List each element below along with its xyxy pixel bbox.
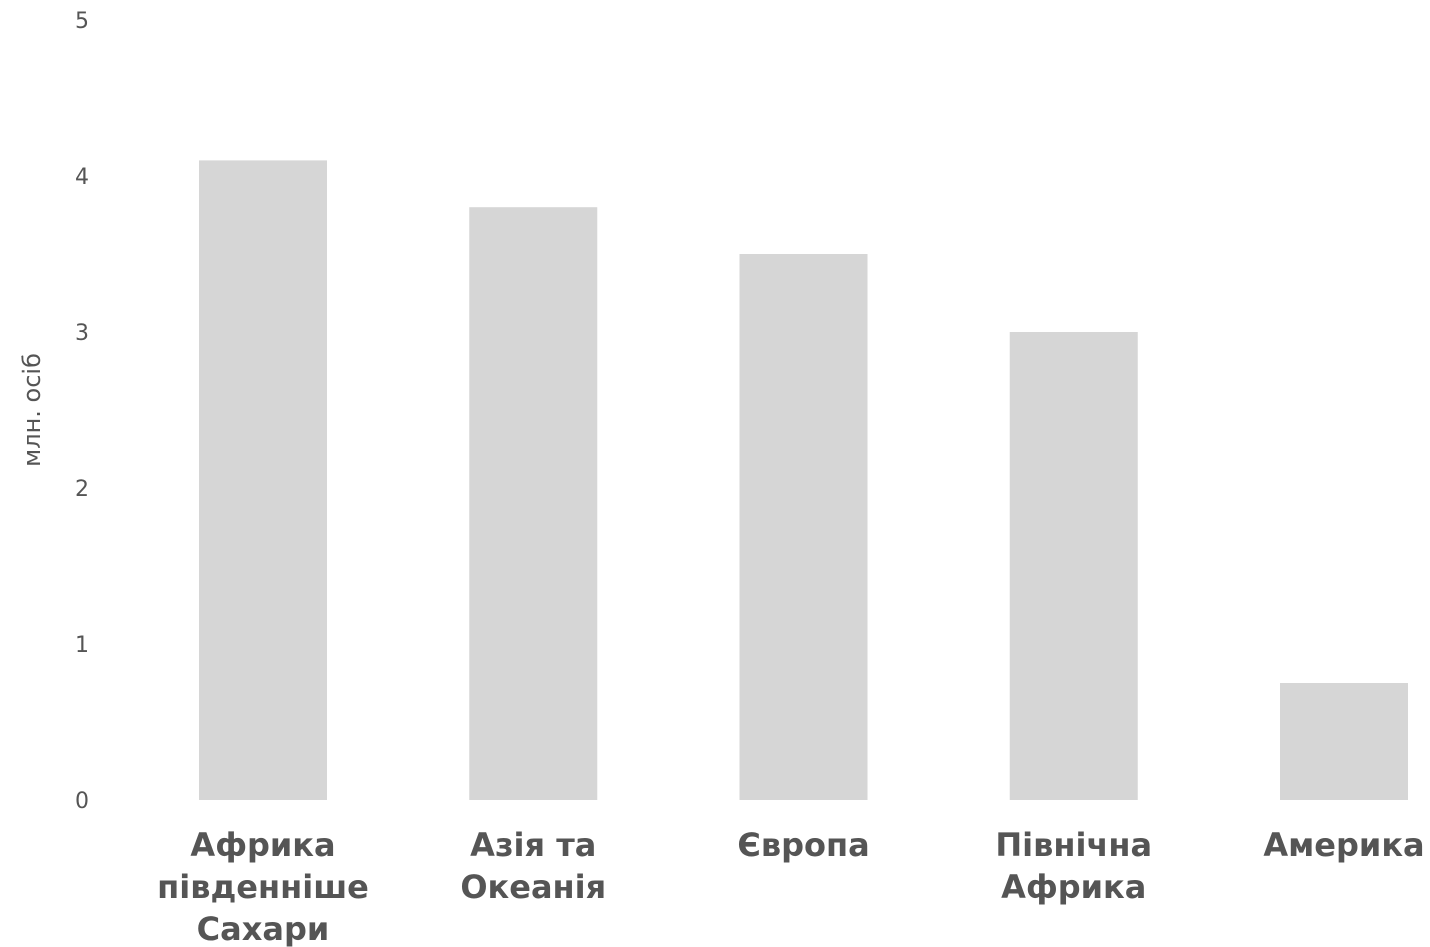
y-tick-label: 4 [75,165,89,190]
bars-group [199,160,1408,800]
x-category-label-line: Північна [995,826,1152,864]
x-category-label: Європа [737,826,869,864]
bar [1280,683,1408,800]
x-axis-labels: Африка південніше Сахари Азія та Океанія Євро… [157,826,1425,947]
y-tick-label: 0 [75,789,89,814]
y-tick-label: 5 [75,9,89,34]
x-category-label: Америка [1263,826,1424,864]
y-tick-label: 3 [75,321,89,346]
y-tick-label: 2 [75,477,89,502]
x-category-label-line: Америка [1263,826,1424,864]
y-axis-label: млн. осіб [18,353,46,467]
x-category-label-line: Азія та [470,826,596,864]
bar [199,160,327,800]
x-category-label-line: Океанія [460,868,606,906]
x-category-label-line: Африка [1001,868,1146,906]
bar [1009,332,1138,800]
x-category-label-line: Африка [190,826,335,864]
x-category-label-line: Сахари [197,910,330,947]
y-axis-ticks: 0 1 2 3 4 5 [75,9,89,814]
bar [469,207,598,800]
x-category-label-line: Європа [737,826,869,864]
x-category-label: Африка південніше Сахари [157,826,369,947]
y-tick-label: 1 [75,633,89,658]
x-category-label: Північна Африка [995,826,1152,906]
x-category-label: Азія та Океанія [460,826,606,906]
bar [739,254,868,800]
x-category-label-line: південніше [157,868,369,906]
